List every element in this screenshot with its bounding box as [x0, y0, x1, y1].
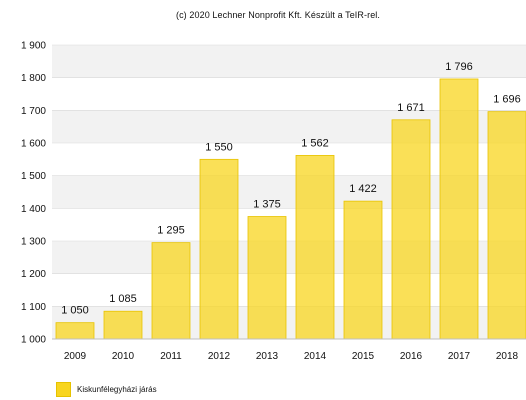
y-tick-label: 1 000 [21, 335, 46, 346]
bar [199, 158, 239, 340]
bar [487, 111, 526, 340]
value-label: 1 295 [157, 225, 185, 237]
value-label: 1 375 [253, 199, 281, 211]
y-tick-label: 1 600 [21, 139, 46, 150]
y-tick-label: 1 800 [21, 73, 46, 84]
background-band [52, 45, 526, 78]
y-tick-label: 1 300 [21, 237, 46, 248]
legend-swatch [56, 382, 71, 397]
value-label: 1 050 [61, 305, 89, 317]
bars [55, 78, 526, 340]
x-tick-label: 2017 [448, 351, 471, 362]
value-labels: 1 050 1 085 1 295 1 550 1 375 1 562 1 422 1 671… [61, 61, 521, 317]
bar [247, 216, 287, 340]
value-label: 1 422 [349, 183, 377, 195]
value-label: 1 562 [301, 137, 329, 149]
bar [343, 200, 383, 340]
y-tick-label: 1 400 [21, 204, 46, 215]
value-label: 1 550 [205, 141, 233, 153]
x-tick-label: 2014 [304, 351, 327, 362]
y-tick-label: 1 700 [21, 106, 46, 117]
bar [439, 78, 479, 340]
x-axis-ticks: 2009 2010 2011 2012 2013 2014 2015 2016 2017 2018 [64, 351, 519, 362]
value-label: 1 671 [397, 102, 425, 114]
y-axis-ticks: 1 000 1 100 1 200 1 300 1 400 1 500 1 600 1 700… [21, 41, 46, 346]
legend-label: Kiskunfélegyházi járás [77, 385, 157, 394]
y-tick-label: 1 200 [21, 269, 46, 280]
x-tick-label: 2010 [112, 351, 135, 362]
bar [103, 310, 143, 340]
bar [151, 242, 191, 340]
y-tick-label: 1 500 [21, 171, 46, 182]
x-tick-label: 2018 [496, 351, 519, 362]
y-tick-label: 1 100 [21, 302, 46, 313]
value-label: 1 696 [493, 94, 521, 106]
x-tick-label: 2015 [352, 351, 375, 362]
bar [295, 155, 335, 340]
value-label: 1 085 [109, 293, 137, 305]
x-tick-label: 2009 [64, 351, 87, 362]
legend: Kiskunfélegyházi járás [56, 382, 157, 397]
bar [55, 322, 95, 340]
value-label: 1 796 [445, 61, 473, 73]
x-tick-label: 2013 [256, 351, 279, 362]
chart-credit: (c) 2020 Lechner Nonprofit Kft. Készült … [175, 10, 381, 20]
x-tick-label: 2016 [400, 351, 423, 362]
x-tick-label: 2012 [208, 351, 231, 362]
x-tick-label: 2011 [160, 351, 182, 362]
bar [391, 119, 431, 340]
y-tick-label: 1 900 [21, 41, 46, 52]
